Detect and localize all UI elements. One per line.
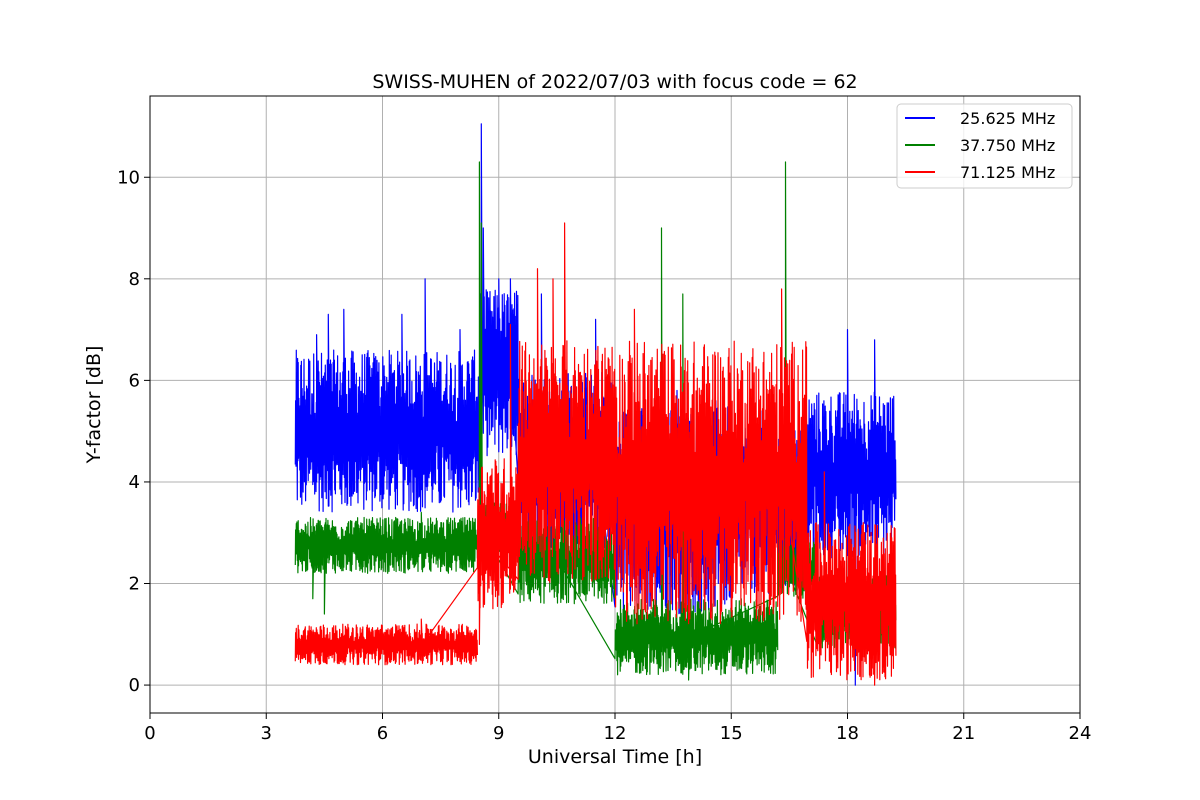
- y-tick-label: 10: [117, 167, 140, 188]
- x-tick-label: 0: [144, 723, 155, 744]
- legend: 25.625 MHz 37.750 MHz 71.125 MHz: [896, 103, 1073, 189]
- series-line: [294, 222, 897, 686]
- y-tick-label: 8: [129, 269, 140, 290]
- x-tick-label: 3: [261, 723, 272, 744]
- legend-label-25-625: 25.625 MHz: [960, 109, 1055, 128]
- legend-box: [896, 103, 1073, 189]
- x-tick-label: 18: [836, 723, 859, 744]
- x-tick-label: 21: [952, 723, 975, 744]
- series-layer: [294, 123, 897, 686]
- series-71-125-mhz: [294, 222, 897, 686]
- y-tick-label: 0: [129, 675, 140, 696]
- y-tick-label: 2: [129, 574, 140, 595]
- legend-label-37-750: 37.750 MHz: [960, 136, 1055, 155]
- y-tick-label: 6: [129, 370, 140, 391]
- legend-label-71-125: 71.125 MHz: [960, 163, 1055, 182]
- x-tick-label: 12: [604, 723, 627, 744]
- x-tick-label: 9: [493, 723, 504, 744]
- y-tick-label: 4: [129, 472, 140, 493]
- chart-title: SWISS-MUHEN of 2022/07/03 with focus cod…: [372, 71, 857, 93]
- x-tick-label: 6: [377, 723, 388, 744]
- x-tick-label: 24: [1069, 723, 1092, 744]
- x-axis-label: Universal Time [h]: [528, 746, 702, 768]
- x-tick-label: 15: [720, 723, 743, 744]
- y-axis-label: Y-factor [dB]: [83, 346, 105, 465]
